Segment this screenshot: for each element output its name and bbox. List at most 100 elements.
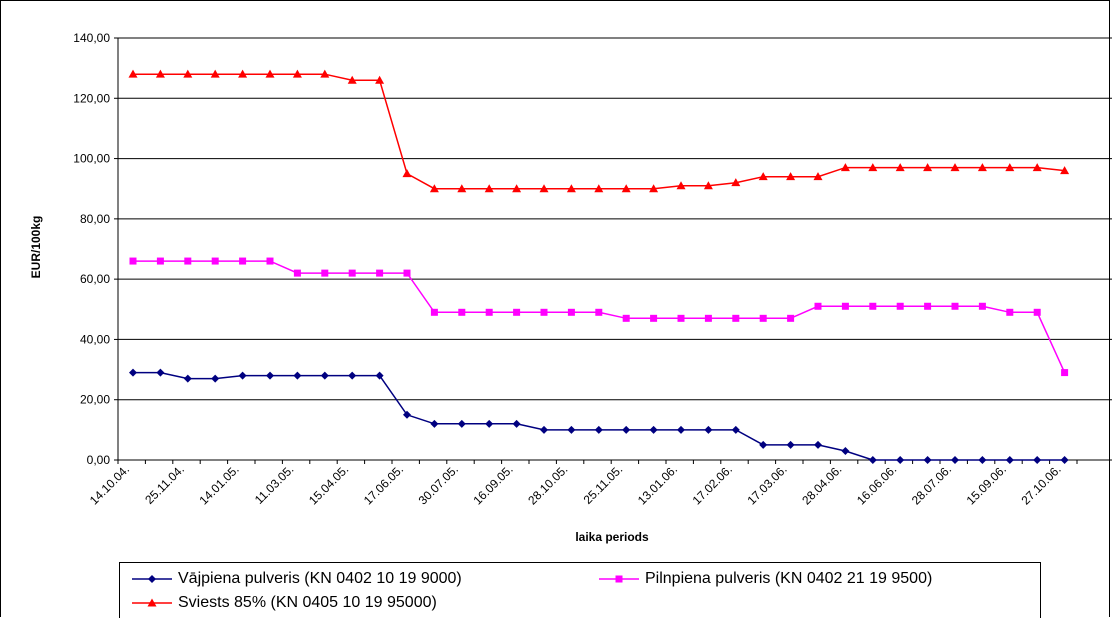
- data-point: [540, 425, 548, 434]
- y-axis-title: EUR/100kg: [29, 216, 43, 279]
- data-point: [1005, 163, 1015, 172]
- data-point: [951, 302, 959, 310]
- data-point: [266, 257, 274, 265]
- data-point: [1033, 308, 1041, 316]
- data-point: [814, 302, 822, 310]
- data-point: [512, 184, 522, 193]
- data-point: [896, 456, 905, 464]
- data-point: [375, 371, 384, 380]
- data-point: [156, 368, 165, 377]
- x-tick-label: 13.01.06.: [635, 462, 680, 507]
- data-point: [1033, 456, 1042, 464]
- x-tick-label: 17.06.05.: [361, 462, 406, 507]
- x-tick-label: 17.03.06.: [744, 462, 789, 507]
- data-point: [129, 257, 137, 265]
- legend-item-vajpiena: Vājpiena pulveris (KN 0402 10 19 9000): [132, 568, 462, 590]
- data-point: [649, 184, 659, 193]
- data-point: [540, 308, 548, 316]
- data-point: [156, 257, 164, 265]
- data-point: [622, 425, 631, 434]
- data-point: [183, 69, 193, 78]
- x-tick-label: 14.01.05.: [196, 462, 241, 507]
- y-tick-label: 20,00: [80, 393, 110, 407]
- y-tick-label: 80,00: [80, 212, 110, 226]
- x-tick-labels: 14.10.04. 25.11.04. 14.01.05. 11.03.05. 15.0…: [87, 462, 1064, 507]
- data-point: [484, 184, 494, 193]
- data-point: [512, 419, 521, 428]
- legend: Vājpiena pulveris (KN 0402 10 19 9000) P…: [119, 562, 1041, 618]
- data-point: [320, 69, 330, 78]
- data-point: [239, 257, 247, 265]
- series-line: [133, 260, 1066, 373]
- data-point: [896, 302, 904, 310]
- data-point: [430, 419, 439, 428]
- series-line: [133, 73, 1065, 190]
- legend-item-pilnpiena: Pilnpiena pulveris (KN 0402 21 19 9500): [599, 568, 932, 590]
- data-point: [320, 371, 329, 380]
- data-point: [376, 269, 384, 277]
- data-point: [457, 184, 467, 193]
- data-point: [266, 371, 274, 380]
- data-point: [348, 371, 357, 380]
- series-line: [133, 371, 1065, 461]
- data-point: [840, 163, 850, 172]
- series-2: [128, 69, 1070, 193]
- data-point: [758, 172, 768, 181]
- legend-label: Sviests 85% (KN 0405 10 19 95000): [178, 594, 437, 611]
- legend-marker-diamond: [132, 575, 172, 583]
- data-point: [841, 302, 849, 310]
- data-point: [813, 172, 823, 181]
- data-point: [732, 314, 740, 322]
- data-point: [348, 269, 356, 277]
- series-layer: [128, 69, 1070, 464]
- data-point: [594, 425, 603, 434]
- x-axis-title: laika periods: [575, 530, 649, 544]
- data-point: [567, 425, 576, 434]
- data-point: [1061, 369, 1069, 377]
- y-tick-label: 120,00: [73, 91, 110, 105]
- x-tick-label: 28.07.06.: [909, 462, 954, 507]
- data-point: [786, 440, 795, 449]
- data-point: [814, 440, 822, 449]
- line-chart: 0,00 20,00 40,00 60,00 80,00 100,00 120,00 140,…: [29, 31, 1112, 544]
- legend-label: Pilnpiena pulveris (KN 0402 21 19 9500): [645, 570, 933, 587]
- data-point: [650, 314, 658, 322]
- data-point: [731, 425, 740, 434]
- data-point: [677, 314, 685, 322]
- data-point: [183, 374, 192, 383]
- data-point: [1060, 166, 1070, 175]
- series-1: [129, 257, 1069, 377]
- y-tick-labels: 0,00 20,00 40,00 60,00 80,00 100,00 120,00 140,…: [73, 31, 110, 467]
- data-point: [978, 456, 987, 464]
- data-point: [292, 69, 302, 78]
- x-tick-label: 30.07.05.: [416, 462, 461, 507]
- data-point: [787, 314, 795, 322]
- gridlines: [118, 37, 1112, 401]
- data-point: [786, 172, 796, 181]
- data-point: [211, 374, 220, 383]
- y-tick-label: 140,00: [73, 31, 110, 45]
- data-point: [539, 184, 549, 193]
- y-tick-label: 60,00: [80, 272, 110, 286]
- x-tick-label: 16.09.05.: [470, 462, 515, 507]
- x-tick-label: 11.03.05.: [252, 462, 297, 507]
- data-point: [977, 163, 987, 172]
- data-point: [677, 425, 685, 434]
- data-point: [321, 269, 329, 277]
- data-point: [485, 419, 494, 428]
- data-point: [731, 178, 741, 187]
- data-point: [923, 163, 933, 172]
- data-point: [567, 308, 575, 316]
- x-tick-label: 28.10.05.: [525, 462, 570, 507]
- data-point: [895, 163, 905, 172]
- data-point: [129, 368, 137, 377]
- data-point: [347, 75, 357, 84]
- y-tick-label: 100,00: [73, 152, 110, 166]
- data-point: [210, 69, 220, 78]
- data-point: [978, 302, 986, 310]
- data-point: [238, 69, 248, 78]
- x-tick-label: 25.11.04.: [142, 462, 187, 507]
- x-tick-label: 15.09.06.: [964, 462, 1009, 507]
- data-point: [622, 314, 630, 322]
